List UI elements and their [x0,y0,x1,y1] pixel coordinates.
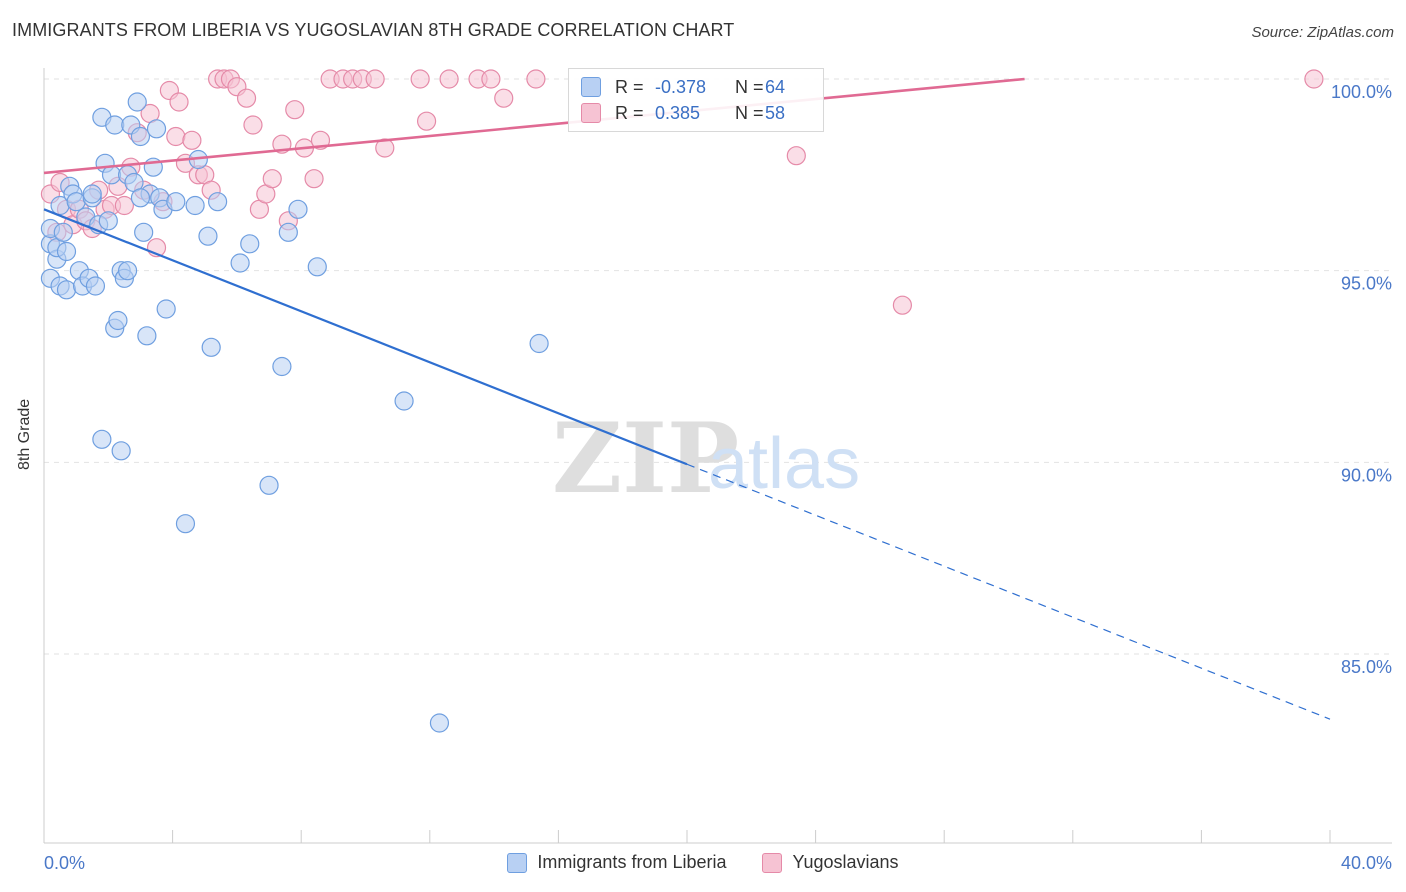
liberia-point [137,326,157,346]
n-value: 64 [765,76,786,97]
liberia-point [66,192,86,212]
source-credit: Source: ZipAtlas.com [1251,24,1394,41]
yugoslavians-point [439,69,459,89]
legend-swatch-liberia [507,852,528,873]
liberia-point [201,337,221,357]
liberia-point [208,192,228,212]
liberia-point [307,257,327,277]
y-tick-label: 100.0% [1331,82,1392,102]
yugoslavians-point [304,169,324,189]
legend-swatch-yugoslavians [762,852,783,873]
yugoslavians-point [892,295,913,315]
x-tick-label: 40.0% [1341,853,1392,873]
liberia-point [156,299,176,319]
yugoslavians-point [262,169,282,189]
liberia-point [529,333,549,354]
watermark-atlas: atlas [708,424,860,504]
liberia-point [108,310,128,331]
liberia-point [56,241,77,262]
stats-swatch-liberia [581,77,601,97]
liberia-point [101,165,122,185]
r-value: -0.378 [655,76,707,97]
yugoslavians-point [169,92,189,112]
n-value: 58 [765,102,786,123]
legend-item-yugoslavians[interactable]: Yugoslavians [762,852,899,873]
liberia-point [98,211,118,231]
watermark-zip: ZIP [552,402,739,515]
n-label: N = [735,76,764,97]
stats-row-yugoslavians: R = 0.385 N = 58 [581,101,785,125]
liberia-point [394,391,414,411]
yugoslavians-point [416,111,437,131]
x-tick-label: 0.0% [44,853,85,873]
liberia-trend-extension [686,463,1331,720]
liberia-point [117,261,138,281]
liberia-point [56,280,77,300]
liberia-point [240,234,260,254]
liberia-point [127,92,147,112]
liberia-point [85,276,106,296]
liberia-point [198,226,218,246]
chart-legend: Immigrants from Liberia Yugoslavians [0,852,1406,873]
liberia-point [92,429,112,449]
yugoslavians-point [285,100,305,120]
yugoslavians-point [166,126,186,147]
yugoslavians-point [526,69,546,89]
liberia-point [105,115,125,135]
liberia-point [166,192,186,212]
legend-label-liberia: Immigrants from Liberia [537,852,727,872]
r-label: R = [615,102,644,123]
y-tick-label: 85.0% [1341,657,1392,677]
yugoslavians-point [365,69,385,89]
legend-item-liberia[interactable]: Immigrants from Liberia [507,852,726,873]
liberia-point [175,514,196,534]
liberia-point [111,441,131,461]
yugoslavians-point [410,69,430,89]
liberia-point [288,199,308,219]
liberia-point [259,475,279,495]
n-label: N = [735,102,764,123]
liberia-point [429,713,450,733]
r-label: R = [615,76,644,97]
liberia-point [278,222,298,242]
yugoslavians-trend-line [43,77,1025,175]
liberia-point [134,222,154,242]
legend-label-yugoslavians: Yugoslavians [792,852,899,872]
yugoslavians-point [243,115,263,135]
liberia-point [146,119,167,139]
yugoslavians-point [1304,69,1324,89]
stats-swatch-yugoslavians [581,103,601,123]
liberia-point [130,126,151,147]
liberia-point [130,188,151,208]
liberia-point [82,184,102,204]
yugoslavians-point [481,69,501,89]
liberia-point [185,195,205,216]
stats-row-liberia: R = -0.378 N = 64 [581,75,785,99]
yugoslavians-point [236,88,257,108]
y-tick-label: 90.0% [1341,465,1392,485]
y-tick-label: 95.0% [1341,274,1392,294]
yugoslavians-point [114,195,134,216]
liberia-point [53,222,73,242]
correlation-stats-box: R = -0.378 N = 64 R = 0.385 N = 58 [568,68,824,132]
yugoslavians-point [494,88,514,108]
liberia-point [230,253,250,273]
liberia-trend-line [43,208,688,466]
yugoslavians-point [786,146,806,166]
yugoslavians-point [182,130,202,150]
liberia-point [272,356,292,377]
chart-title: IMMIGRANTS FROM LIBERIA VS YUGOSLAVIAN 8… [12,20,735,40]
r-value: 0.385 [655,102,701,123]
